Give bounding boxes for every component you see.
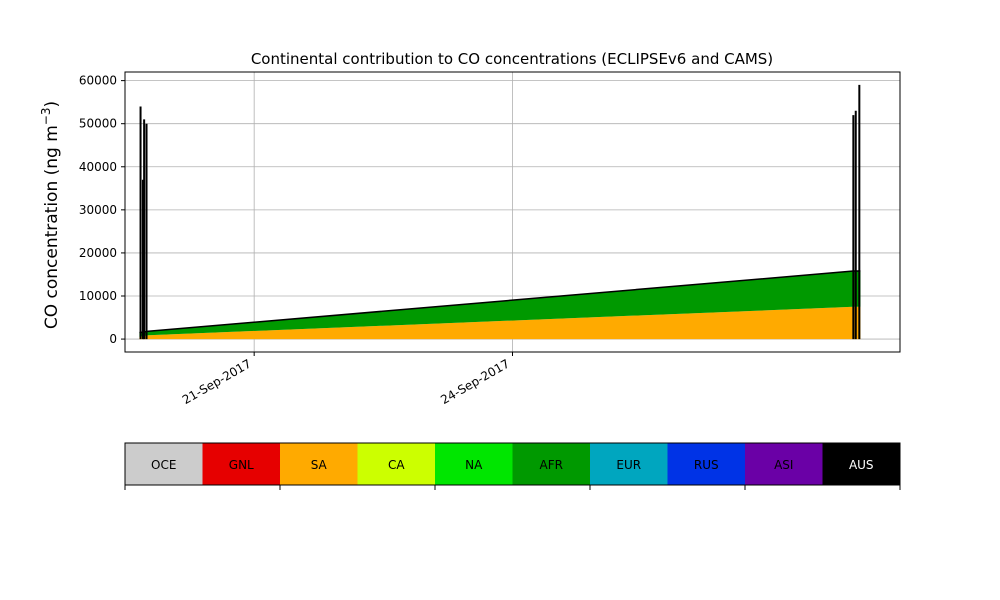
legend-swatch-afr xyxy=(512,443,590,485)
area-layers xyxy=(139,270,861,340)
legend-swatch-gnl xyxy=(202,443,280,485)
x-axis: 21-Sep-2017 24-Sep-2017 xyxy=(180,352,513,407)
legend-swatch-na xyxy=(435,443,513,485)
y-tick-label: 20000 xyxy=(79,246,117,260)
legend-swatch-asi xyxy=(745,443,823,485)
y-axis: 0 10000 20000 30000 40000 50000 60000 xyxy=(79,74,125,346)
legend-label-ca: CA xyxy=(388,458,405,472)
y-axis-label: CO concentration (ng m−3) xyxy=(39,101,62,329)
colorbar-legend: OCE GNL SA CA NA AFR EUR RUS ASI AUS xyxy=(124,442,901,490)
y-axis-label-superscript: −3 xyxy=(39,107,53,125)
legend-label-eur: EUR xyxy=(616,458,641,472)
y-tick-label: 50000 xyxy=(79,117,117,131)
legend-label-asi: ASI xyxy=(774,458,793,472)
chart-title: Continental contribution to CO concentra… xyxy=(251,50,773,68)
legend-frame xyxy=(124,442,901,486)
legend-swatch-rus xyxy=(667,443,745,485)
y-tick-label: 0 xyxy=(109,332,117,346)
legend-label-afr: AFR xyxy=(540,458,563,472)
legend-swatch-oce xyxy=(125,443,203,485)
legend-label-rus: RUS xyxy=(694,458,719,472)
y-tick-label: 30000 xyxy=(79,203,117,217)
area-sa xyxy=(139,306,861,340)
legend-label-oce: OCE xyxy=(151,458,176,472)
x-tick-label: 24-Sep-2017 xyxy=(438,356,512,407)
legend-swatch-aus xyxy=(822,443,900,485)
area-afr xyxy=(139,271,861,337)
legend-label-gnl: GNL xyxy=(229,458,254,472)
legend-label-aus: AUS xyxy=(849,458,874,472)
y-tick-label: 60000 xyxy=(79,74,117,88)
legend-swatch-sa xyxy=(280,443,358,485)
x-tick-label: 21-Sep-2017 xyxy=(180,356,254,407)
legend-label-na: NA xyxy=(465,458,483,472)
total-spikes xyxy=(139,84,861,340)
plot-area: 0 10000 20000 30000 40000 50000 60000 21-Sep-2… xyxy=(79,71,901,407)
y-tick-label: 40000 xyxy=(79,160,117,174)
legend-label-sa: SA xyxy=(311,458,328,472)
y-axis-label-text: CO concentration (ng m xyxy=(42,125,62,329)
y-tick-label: 10000 xyxy=(79,289,117,303)
legend-swatch-ca xyxy=(357,443,435,485)
legend-swatch-eur xyxy=(590,443,668,485)
y-axis-label-close: ) xyxy=(42,101,62,108)
grid xyxy=(125,72,900,352)
